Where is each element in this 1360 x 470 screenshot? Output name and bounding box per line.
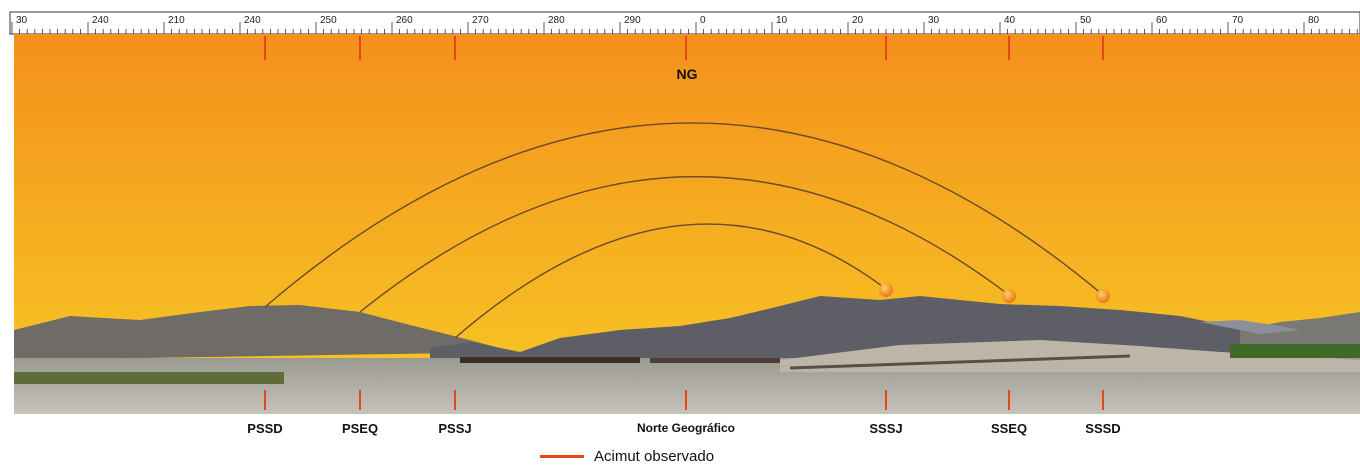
ruler-label: 30 bbox=[928, 15, 940, 26]
buildings bbox=[460, 357, 640, 363]
road bbox=[789, 354, 1131, 370]
ruler-label: 80 bbox=[1308, 15, 1320, 26]
sun-path-winter bbox=[454, 223, 887, 339]
sun-marker-sseq bbox=[1002, 289, 1016, 303]
vegetation-left bbox=[14, 372, 284, 384]
sun-path-summer bbox=[264, 122, 1104, 308]
ruler-label: 260 bbox=[396, 15, 413, 26]
label-pssd: PSSD bbox=[247, 421, 283, 436]
azimuth-ruler: 30 240 210 240 250 260 270 280 290 0 10 20 30 40 50 60 7… bbox=[9, 11, 1360, 35]
ruler-label: 20 bbox=[852, 15, 864, 26]
ruler-label: 240 bbox=[244, 15, 261, 26]
label-pssj: PSSJ bbox=[438, 421, 472, 436]
label-norte: Norte Geográfico bbox=[636, 421, 736, 435]
ruler-label: 60 bbox=[1156, 15, 1168, 26]
ruler-label: 270 bbox=[472, 15, 489, 26]
ruler-label: 290 bbox=[624, 15, 641, 26]
label-sssj: SSSJ bbox=[869, 421, 903, 436]
label-sseq: SSEQ bbox=[990, 421, 1028, 436]
ruler-label: 30 bbox=[16, 15, 28, 26]
ruler-label: 0 bbox=[700, 15, 706, 26]
legend: Acimut observado bbox=[540, 448, 714, 465]
ruler-label: 280 bbox=[548, 15, 565, 26]
sun-marker-sssj bbox=[879, 283, 893, 297]
legend-label: Acimut observado bbox=[594, 448, 715, 465]
ruler-label: 70 bbox=[1232, 15, 1244, 26]
ruler-label: 40 bbox=[1004, 15, 1016, 26]
ruler-label: 50 bbox=[1080, 15, 1092, 26]
azimuth-marks bbox=[264, 36, 1104, 410]
mountain-far-right bbox=[1200, 320, 1300, 334]
ruler-label: 240 bbox=[92, 15, 109, 26]
legend-swatch bbox=[540, 455, 584, 458]
ruler-label: 10 bbox=[776, 15, 788, 26]
north-label: NG bbox=[676, 66, 698, 82]
vegetation-right bbox=[1230, 344, 1360, 358]
ruler-label: 210 bbox=[168, 15, 185, 26]
label-pseq: PSEQ bbox=[341, 421, 379, 436]
wall bbox=[650, 358, 780, 363]
mountain-left bbox=[14, 305, 520, 360]
sun-marker-sssd bbox=[1096, 289, 1110, 303]
sun-path-equinox bbox=[359, 176, 1010, 313]
label-sssd: SSSD bbox=[1085, 421, 1121, 436]
mountain-right bbox=[1240, 312, 1360, 345]
ruler-label: 250 bbox=[320, 15, 337, 26]
